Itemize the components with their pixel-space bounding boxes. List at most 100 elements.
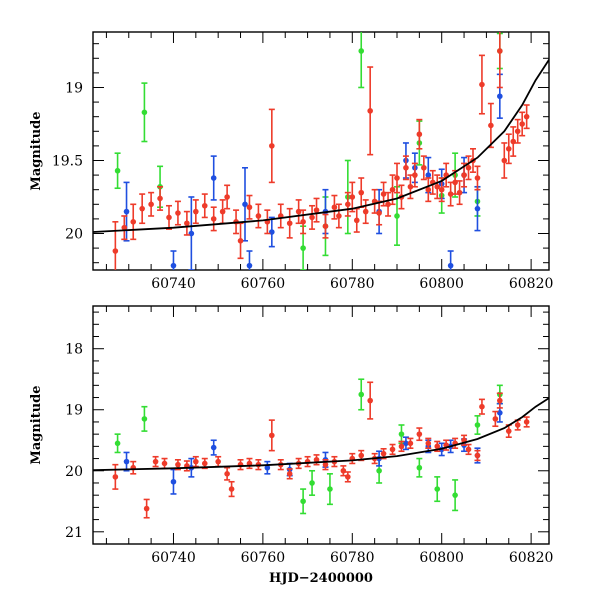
- blue-data-point: [269, 229, 275, 235]
- red-data-point: [201, 460, 208, 467]
- red-data-point: [175, 461, 181, 468]
- red-data-point: [425, 440, 432, 447]
- red-data-point: [492, 416, 499, 422]
- green-data-point: [358, 48, 365, 54]
- red-data-point: [474, 452, 481, 459]
- red-data-point: [353, 217, 360, 224]
- red-data-point: [224, 471, 230, 477]
- red-data-point: [461, 172, 467, 178]
- red-data-point: [510, 138, 517, 145]
- x-tick-label: 60800: [419, 276, 464, 292]
- y-tick-label: 19: [65, 403, 83, 419]
- x-tick-label: 60820: [509, 550, 554, 566]
- data-layer: [93, 32, 549, 270]
- red-data-point: [313, 456, 320, 463]
- red-data-point: [380, 450, 387, 457]
- red-data-point: [425, 186, 432, 193]
- y-axis-title: Magnitude: [29, 385, 44, 464]
- blue-data-point: [123, 208, 130, 215]
- red-data-point: [215, 458, 221, 465]
- red-data-point: [349, 194, 356, 200]
- blue-data-point: [497, 93, 503, 100]
- red-data-point: [479, 403, 485, 410]
- red-data-point: [166, 214, 172, 221]
- red-data-point: [403, 164, 409, 171]
- red-data-point: [398, 443, 405, 450]
- red-data-point: [474, 175, 481, 181]
- plot-frame: [92, 31, 550, 271]
- red-data-point: [497, 48, 503, 54]
- red-data-point: [139, 205, 145, 212]
- green-data-point: [452, 492, 458, 498]
- red-data-point: [246, 204, 253, 211]
- red-data-point: [407, 440, 414, 447]
- red-data-point: [184, 220, 190, 227]
- red-data-point: [452, 179, 458, 186]
- red-data-point: [488, 122, 494, 129]
- red-data-point: [394, 175, 400, 181]
- x-tick-label: 60820: [509, 276, 554, 292]
- red-data-point: [322, 223, 329, 229]
- blue-data-point: [242, 201, 248, 208]
- red-data-point: [514, 422, 521, 428]
- red-data-point: [376, 210, 382, 216]
- y-tick-label: 20: [65, 226, 83, 242]
- green-data-point: [358, 391, 365, 398]
- plot-frame: [92, 305, 550, 545]
- blue-data-point: [210, 175, 217, 181]
- red-data-point: [331, 204, 338, 211]
- red-data-point: [416, 131, 423, 138]
- red-data-point: [465, 446, 472, 453]
- red-data-point: [309, 214, 315, 221]
- y-tick-label: 21: [65, 525, 83, 541]
- red-data-point: [479, 81, 485, 88]
- model-fit-curve: [93, 59, 549, 233]
- blue-data-point: [246, 262, 253, 269]
- y-tick-label: 20: [65, 464, 83, 480]
- data-layer: [93, 378, 549, 519]
- green-data-point: [114, 167, 121, 174]
- red-data-point: [438, 186, 445, 193]
- red-data-point: [157, 195, 163, 202]
- red-data-point: [497, 397, 503, 404]
- blue-data-point: [474, 205, 481, 212]
- red-data-point: [389, 446, 396, 453]
- red-data-point: [345, 474, 351, 480]
- green-data-point: [376, 467, 382, 474]
- red-data-point: [523, 419, 530, 425]
- green-data-point: [141, 416, 148, 422]
- green-data-point: [300, 498, 306, 505]
- x-tick-label: 60740: [151, 276, 196, 292]
- green-data-point: [434, 486, 441, 492]
- bottom-panel: 60740 60760 60780 60800 60820 18 19 20 21 Magnitu…: [29, 305, 554, 586]
- red-data-point: [210, 216, 217, 222]
- red-data-point: [300, 219, 306, 225]
- blue-data-point: [170, 478, 177, 485]
- red-data-point: [175, 210, 181, 216]
- model-fit-curve: [93, 397, 549, 472]
- red-data-point: [201, 202, 208, 209]
- red-data-point: [121, 224, 128, 231]
- blue-data-point: [210, 444, 217, 451]
- red-data-point: [193, 458, 199, 465]
- red-data-point: [501, 157, 508, 164]
- red-data-point: [416, 431, 423, 437]
- red-data-point: [228, 486, 235, 492]
- green-data-point: [398, 431, 405, 437]
- red-data-point: [112, 474, 119, 480]
- green-data-point: [416, 464, 423, 471]
- y-tick-label: 19.5: [52, 153, 83, 169]
- green-data-point: [474, 422, 481, 428]
- x-tick-label: 60760: [241, 550, 286, 566]
- green-data-point: [327, 486, 333, 492]
- red-data-point: [340, 467, 347, 474]
- red-data-point: [447, 191, 454, 197]
- red-data-point: [313, 207, 320, 213]
- red-data-point: [367, 108, 373, 114]
- red-data-point: [286, 471, 293, 477]
- red-data-point: [269, 143, 275, 149]
- green-data-point: [300, 245, 306, 251]
- blue-data-point: [425, 172, 432, 178]
- blue-data-point: [447, 262, 454, 269]
- red-data-point: [362, 208, 369, 215]
